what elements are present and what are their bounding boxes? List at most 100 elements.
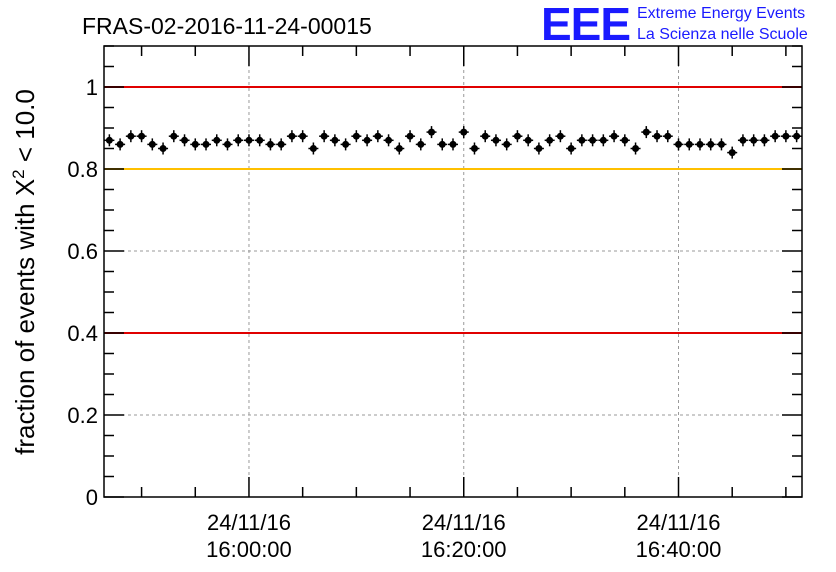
data-point-marker [288,132,296,140]
data-point-marker [664,132,672,140]
y-axis-label: fraction of events with X2 < 10.0 [9,89,40,455]
data-point-marker [352,132,360,140]
data-point [662,130,673,143]
data-point-marker [299,132,307,140]
data-point [759,134,770,147]
data-point [533,142,544,155]
data-point-marker [760,136,768,144]
data-point-marker [632,145,640,152]
reference-lines [104,86,802,334]
data-point [480,130,491,143]
data-point [566,142,577,155]
chart-title: FRAS-02-2016-11-24-00015 [82,13,372,39]
x-tick-label-date: 24/11/16 [207,510,291,535]
data-point-marker [105,136,113,144]
data-point-marker [653,132,661,140]
data-point-marker [417,140,425,148]
data-point-marker [696,140,704,148]
x-tick-label-date: 24/11/16 [636,510,720,535]
data-point-marker [642,128,650,136]
data-point [329,134,340,147]
data-point-marker [406,132,414,140]
data-point-marker [589,136,597,144]
plot-frame [103,45,803,498]
data-point-marker [535,145,543,152]
data-point-marker [170,132,178,140]
data-point [727,146,738,159]
data-point-marker [116,140,124,148]
data-point [555,130,566,143]
data-point-marker [438,140,446,148]
data-point [179,134,190,147]
data-point [168,130,179,143]
data-point [351,130,362,143]
data-point [780,130,791,143]
data-point-marker [460,128,468,136]
data-point-marker [127,132,135,140]
data-point [705,138,716,151]
data-point [265,138,276,151]
data-point [243,134,254,147]
data-point [523,134,534,147]
data-point-marker [428,128,436,136]
data-point [405,130,416,143]
data-point [362,134,373,147]
data-point-marker [234,136,242,144]
data-point [770,130,781,143]
data-point [630,142,641,155]
x-axis: 24/11/1616:00:0024/11/1616:20:0024/11/16… [140,46,787,562]
data-point [609,130,620,143]
data-point [448,138,458,151]
data-point-marker [610,132,618,140]
data-point-marker [707,140,715,148]
data-point-marker [771,132,779,140]
data-point-marker [191,140,199,148]
y-tick-label: 0.2 [67,403,98,428]
logo-line1: Extreme Energy Events [637,5,805,22]
data-point-marker [245,136,253,144]
data-point [340,138,351,151]
data-point-marker [578,136,586,144]
data-point-marker [374,132,382,140]
data-point [490,134,501,147]
data-point [737,134,748,147]
data-point-marker [449,140,457,148]
data-point [286,130,297,143]
data-point [383,134,394,147]
x-tick-label-time: 16:20:00 [421,537,507,562]
data-point-marker [513,132,521,140]
data-point [415,138,426,151]
data-point [501,138,512,151]
data-point [469,142,480,155]
data-point-marker [148,140,156,148]
data-point [576,134,587,147]
data-point-marker [223,140,231,148]
data-point [426,126,437,139]
y-tick-label: 0 [86,485,98,510]
data-point-marker [492,136,500,144]
data-point-marker [556,132,564,140]
data-point [641,126,652,139]
data-point-marker [750,136,758,144]
data-point [276,138,287,151]
y-tick-label: 0.8 [67,157,98,182]
data-point [587,134,598,147]
data-point [458,126,469,139]
data-point [748,134,759,147]
data-point-marker [782,132,790,140]
logo-letters: EEE [541,0,630,50]
data-point-marker [159,145,167,152]
y-axis-label-sup: 2 [9,169,28,178]
data-point [684,138,695,151]
data-point [211,134,222,147]
data-point [104,134,115,147]
data-point [694,138,705,151]
data-point-marker [717,140,725,148]
data-point [297,130,308,143]
data-point [147,138,158,151]
data-point [652,130,663,143]
data-point [598,134,609,147]
data-point-marker [546,136,554,144]
data-point [158,142,169,155]
